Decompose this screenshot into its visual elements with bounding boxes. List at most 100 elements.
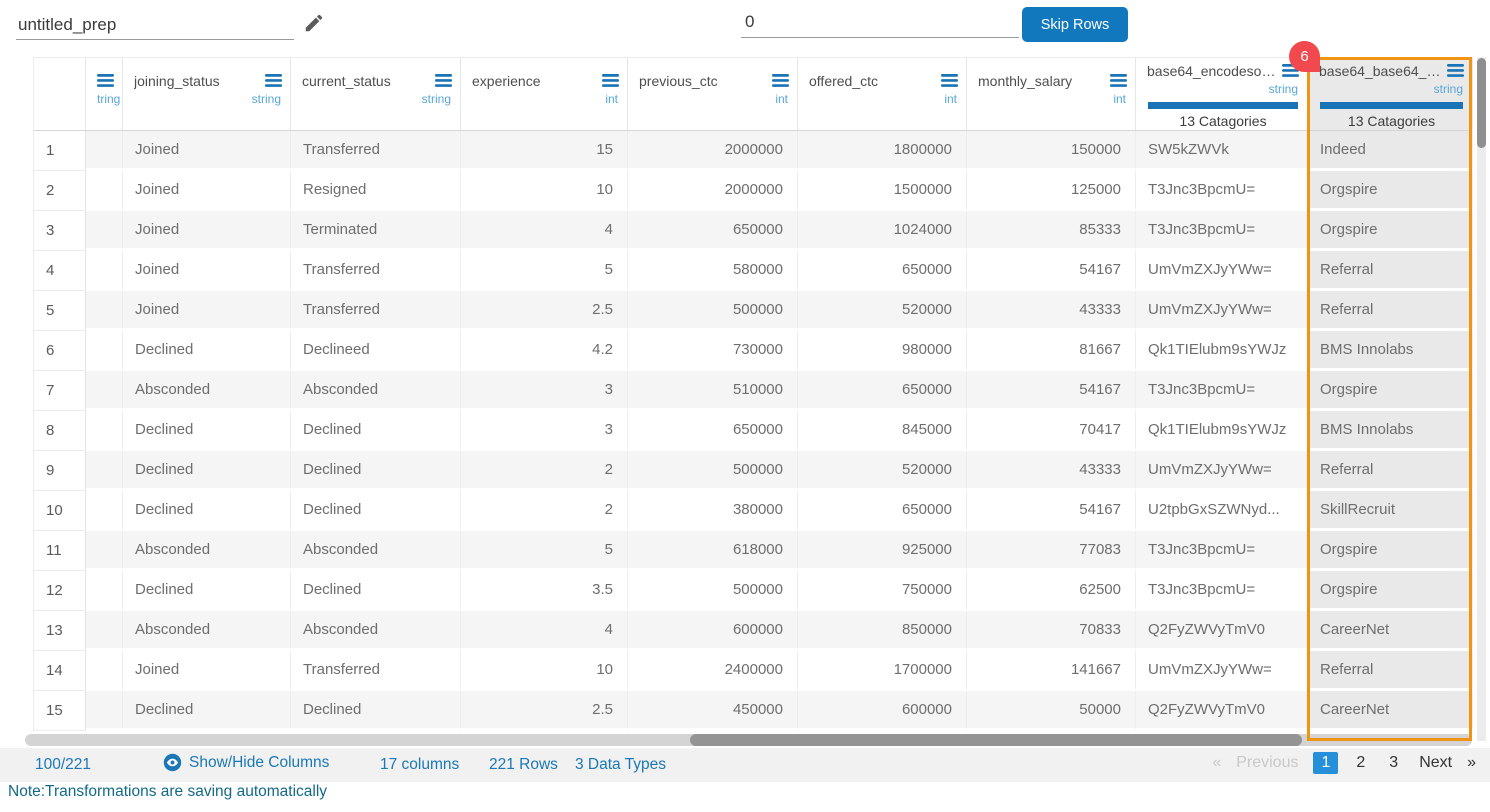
table-cell: 85333	[967, 211, 1136, 250]
row-number: 8	[34, 411, 86, 451]
row-number: 1	[34, 131, 86, 171]
table-cell: Absconded	[123, 611, 291, 650]
progress-counter: 100/221	[35, 756, 92, 773]
table-cell: T3Jnc3BpcmU=	[1136, 371, 1308, 410]
table-cell: Orgspire	[1308, 211, 1473, 250]
table-cell: Joined	[123, 251, 291, 290]
vertical-scrollbar-thumb[interactable]	[1477, 58, 1486, 148]
column-header-1[interactable]: joining_status string	[123, 58, 291, 130]
page-button-2[interactable]: 2	[1356, 754, 1366, 771]
column-header-0[interactable]: ..tring	[86, 58, 123, 130]
table-cell: 510000	[628, 371, 798, 410]
table-cell: 2	[461, 491, 628, 530]
show-hide-columns-button[interactable]: Show/Hide Columns	[163, 753, 329, 772]
page-button-1[interactable]: 1	[1313, 752, 1339, 774]
table-cell: CareerNet	[1308, 611, 1473, 650]
column-type-label: int	[775, 92, 788, 106]
column-header-7[interactable]: base64_encodesou... string 13 Catagories	[1136, 58, 1308, 130]
skip-rows-input[interactable]	[741, 6, 1019, 38]
next-arrow[interactable]: »	[1467, 754, 1476, 771]
table-row: 12 Declined Declined 3.5 500000 750000 62500 T3…	[34, 571, 1473, 611]
table-cell: 2000000	[628, 131, 798, 170]
next-button[interactable]: Next	[1419, 754, 1453, 771]
column-header-3[interactable]: experience int	[461, 58, 628, 130]
column-menu-icon[interactable]	[97, 74, 114, 87]
table-cell: Declined	[123, 451, 291, 490]
row-number: 3	[34, 211, 86, 251]
table-body: 1 Joined Transferred 15 2000000 1800000 150000…	[34, 131, 1473, 731]
footer-bar: 100/221 Show/Hide Columns 17 columns 221…	[0, 748, 1490, 782]
rows-count[interactable]: 221 Rows	[489, 756, 558, 773]
row-number: 4	[34, 251, 86, 291]
table-cell: 43333	[967, 451, 1136, 490]
table-cell: Referral	[1308, 291, 1473, 330]
vertical-scrollbar-track[interactable]	[1477, 57, 1486, 741]
table-cell	[86, 571, 123, 610]
table-cell: 150000	[967, 131, 1136, 170]
column-type-label: tring	[97, 92, 121, 106]
table-row: 1 Joined Transferred 15 2000000 1800000 150000…	[34, 131, 1473, 171]
prep-name-input[interactable]	[16, 10, 294, 40]
page-button-3[interactable]: 3	[1389, 754, 1399, 771]
horizontal-scrollbar-track[interactable]	[25, 734, 1472, 746]
table-cell: 500000	[628, 571, 798, 610]
table-cell: Orgspire	[1308, 171, 1473, 210]
table-cell: 2000000	[628, 171, 798, 210]
column-title: previous_ctc	[639, 73, 718, 89]
table-cell: Orgspire	[1308, 531, 1473, 570]
column-menu-icon[interactable]	[435, 74, 452, 87]
column-header-2[interactable]: current_status string	[291, 58, 461, 130]
table-row: 11 Absconded Absconded 5 618000 925000 77083 T3…	[34, 531, 1473, 571]
table-cell: 2.5	[461, 291, 628, 330]
previous-arrow[interactable]: «	[1212, 754, 1222, 771]
categories-label: 13 Catagories	[1347, 113, 1436, 129]
column-header-8[interactable]: base64_base64_en... string 13 Catagories	[1308, 58, 1473, 130]
table-cell: 520000	[798, 291, 967, 330]
table-cell: 520000	[798, 451, 967, 490]
column-menu-icon[interactable]	[265, 74, 282, 87]
top-bar: Skip Rows	[0, 0, 1490, 57]
horizontal-scrollbar-thumb[interactable]	[690, 734, 1302, 746]
table-cell	[86, 531, 123, 570]
row-number: 9	[34, 451, 86, 491]
data-types-count[interactable]: 3 Data Types	[575, 756, 667, 773]
table-cell: T3Jnc3BpcmU=	[1136, 531, 1308, 570]
table-cell: Declineed	[291, 331, 461, 370]
table-cell: Declined	[123, 691, 291, 730]
column-header-5[interactable]: offered_ctc int	[798, 58, 967, 130]
table-cell: 380000	[628, 491, 798, 530]
table-cell: 850000	[798, 611, 967, 650]
skip-rows-button[interactable]: Skip Rows	[1022, 7, 1128, 42]
table-cell: Declined	[123, 411, 291, 450]
column-menu-icon[interactable]	[1447, 64, 1464, 77]
table-cell: Absconded	[291, 371, 461, 410]
column-menu-icon[interactable]	[1110, 74, 1127, 87]
table-cell: UmVmZXJyYWw=	[1136, 651, 1308, 690]
column-marker-badge: 6	[1289, 41, 1320, 72]
row-number: 13	[34, 611, 86, 651]
table-cell: 980000	[798, 331, 967, 370]
table-cell: 650000	[798, 491, 967, 530]
column-menu-icon[interactable]	[941, 74, 958, 87]
table-cell: Joined	[123, 211, 291, 250]
column-title: monthly_salary	[978, 73, 1073, 89]
edit-pencil-icon[interactable]	[303, 12, 325, 34]
table-cell: 4	[461, 211, 628, 250]
column-menu-icon[interactable]	[772, 74, 789, 87]
table-cell: 5	[461, 251, 628, 290]
table-cell	[86, 491, 123, 530]
row-number: 12	[34, 571, 86, 611]
table-cell: CareerNet	[1308, 691, 1473, 730]
table-cell: 10	[461, 171, 628, 210]
previous-button[interactable]: Previous	[1236, 754, 1299, 771]
columns-count[interactable]: 17 columns	[380, 756, 460, 773]
table-cell: Declined	[291, 451, 461, 490]
column-menu-icon[interactable]	[602, 74, 619, 87]
table-cell: UmVmZXJyYWw=	[1136, 451, 1308, 490]
column-type-label: int	[1113, 92, 1126, 106]
column-type-label: string	[1268, 82, 1298, 96]
